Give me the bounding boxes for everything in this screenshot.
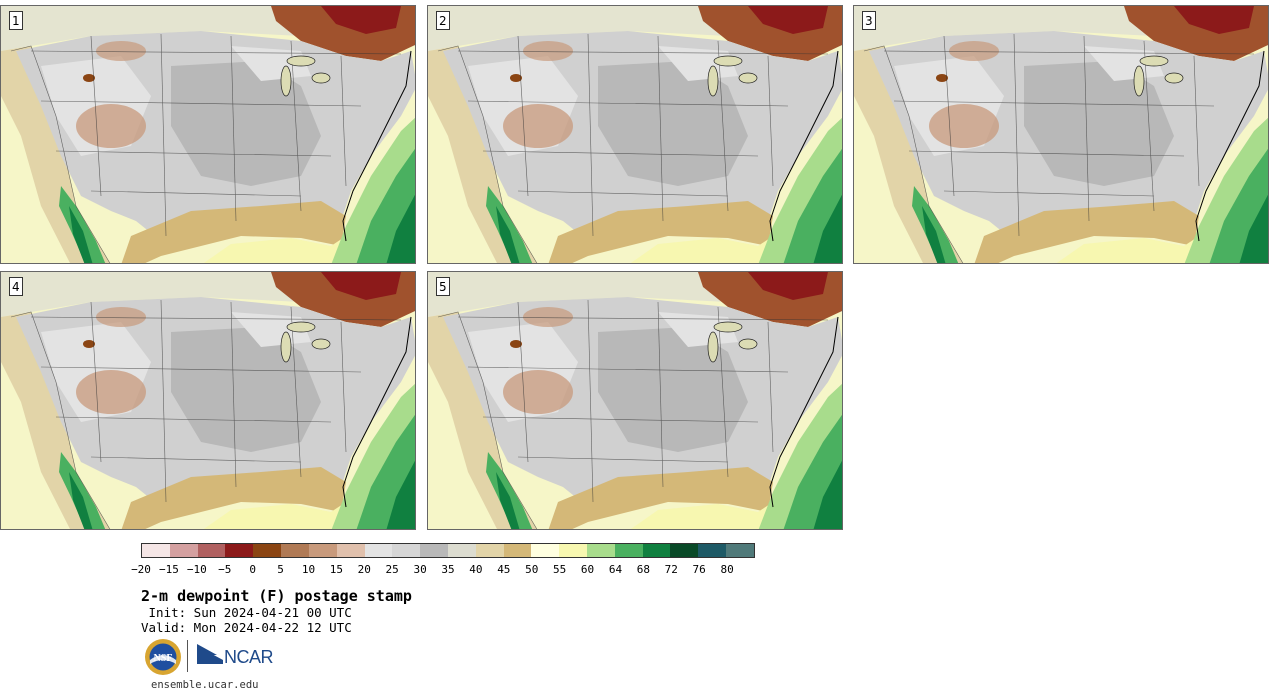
- map-panel-3[interactable]: 3: [853, 5, 1269, 264]
- colorbar-swatch: [420, 544, 448, 557]
- colorbar-tick-label: −15: [158, 563, 179, 576]
- colorbar-ticks: −20 −15 −10 −5 0 5 10 15 20 25 30 35 40 45 50 55 60 64 68 7…: [131, 563, 755, 578]
- colorbar-swatch: [559, 544, 587, 557]
- colorbar-swatch: [392, 544, 421, 557]
- colorbar-tick-label: 30: [413, 563, 427, 576]
- nsf-logo: NSF: [145, 639, 181, 675]
- map-panel-1[interactable]: 1: [0, 5, 416, 264]
- map-panel-2[interactable]: 2: [427, 5, 843, 264]
- colorbar-tick-label: 55: [553, 563, 567, 576]
- colorbar-swatch: [142, 544, 170, 557]
- member-label: 1: [9, 11, 23, 30]
- colorbar-swatch: [726, 544, 754, 557]
- colorbar-swatch: [281, 544, 309, 557]
- nsf-logo-text: NSF: [154, 653, 173, 664]
- colorbar-tick-label: −5: [218, 563, 232, 576]
- init-time: Init: Sun 2024-04-21 00 UTC: [141, 605, 352, 620]
- colorbar-tick-label: 76: [692, 563, 706, 576]
- dewpoint-map: [428, 6, 842, 263]
- colorbar-swatch: [670, 544, 699, 557]
- colorbar-tick-label: 80: [720, 563, 734, 576]
- map-panel-5[interactable]: 5: [427, 271, 843, 530]
- colorbar-tick-label: 68: [636, 563, 650, 576]
- colorbar-tick-label: 45: [497, 563, 511, 576]
- colorbar-tick-label: 0: [249, 563, 256, 576]
- logo-group: NSF NCAR: [144, 638, 284, 676]
- colorbar-swatch: [698, 544, 727, 557]
- colorbar-swatch: [197, 544, 226, 557]
- chart-title: 2-m dewpoint (F) postage stamp: [141, 587, 412, 605]
- colorbar-swatch: [614, 544, 643, 557]
- colorbar-swatch: [587, 544, 615, 557]
- colorbar-swatch: [447, 544, 476, 557]
- colorbar-swatch: [503, 544, 532, 557]
- colorbar-tick-label: 72: [664, 563, 678, 576]
- colorbar-tick-label: 5: [277, 563, 284, 576]
- colorbar-tick-label: −20: [131, 563, 151, 576]
- member-label: 4: [9, 277, 23, 296]
- colorbar-swatch: [642, 544, 671, 557]
- colorbar-tick-label: 20: [357, 563, 371, 576]
- colorbar-tick-label: 25: [385, 563, 399, 576]
- member-label: 3: [862, 11, 876, 30]
- valid-time: Valid: Mon 2024-04-22 12 UTC: [141, 620, 352, 635]
- colorbar-swatch: [253, 544, 282, 557]
- colorbar-swatch: [475, 544, 504, 557]
- colorbar-swatch: [336, 544, 365, 557]
- ncar-logo-text: NCAR: [224, 647, 274, 667]
- colorbar-swatch: [308, 544, 337, 557]
- dewpoint-map: [854, 6, 1268, 263]
- colorbar-tick-label: 15: [329, 563, 343, 576]
- colorbar-tick-label: 60: [580, 563, 595, 576]
- colorbar-tick-label: 64: [608, 563, 623, 576]
- ncar-logo-mark: [197, 644, 223, 664]
- colorbar-tick-label: 35: [441, 563, 455, 576]
- colorbar-tick-label: 40: [469, 563, 483, 576]
- colorbar: [141, 543, 755, 558]
- member-label: 5: [436, 277, 450, 296]
- dewpoint-map: [428, 272, 842, 529]
- colorbar-tick-label: −10: [186, 563, 207, 576]
- map-panel-4[interactable]: 4: [0, 271, 416, 530]
- dewpoint-map: [1, 6, 415, 263]
- site-url: ensemble.ucar.edu: [151, 679, 259, 691]
- colorbar-swatch: [364, 544, 393, 557]
- member-label: 2: [436, 11, 450, 30]
- colorbar-tick-label: 10: [301, 563, 316, 576]
- colorbar-swatch: [169, 544, 198, 557]
- colorbar-tick-label: 50: [525, 563, 539, 576]
- dewpoint-map: [1, 272, 415, 529]
- logo-divider: [187, 640, 188, 672]
- colorbar-swatch: [531, 544, 560, 557]
- colorbar-swatch: [225, 544, 254, 557]
